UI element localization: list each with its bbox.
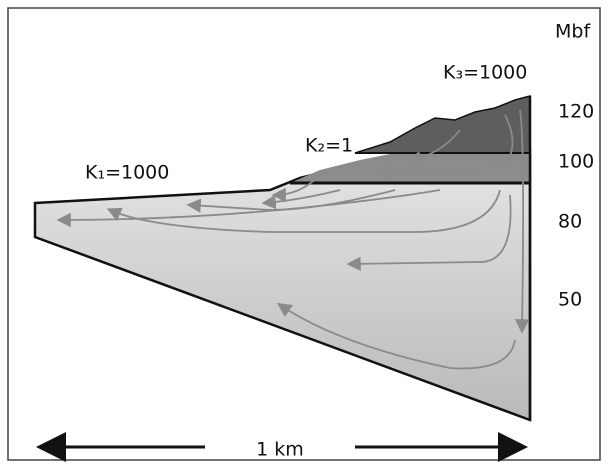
frame <box>7 7 601 461</box>
aquifer-body <box>33 148 532 422</box>
elevation-label: 100 <box>558 151 594 173</box>
elevation-label: 80 <box>558 211 582 233</box>
middle-layer <box>290 152 530 183</box>
elevation-label: 50 <box>558 289 582 311</box>
elevation-label: 120 <box>558 101 594 123</box>
flow-lines <box>56 109 530 370</box>
zone-label: K₁=1000 <box>85 162 169 184</box>
zone-label: K₃=1000 <box>443 62 527 84</box>
zone-label: K₂=1 <box>305 135 353 157</box>
scale-label: 1 km <box>256 439 304 461</box>
axis-unit: Mbf <box>555 21 591 43</box>
top-layer <box>354 95 531 154</box>
